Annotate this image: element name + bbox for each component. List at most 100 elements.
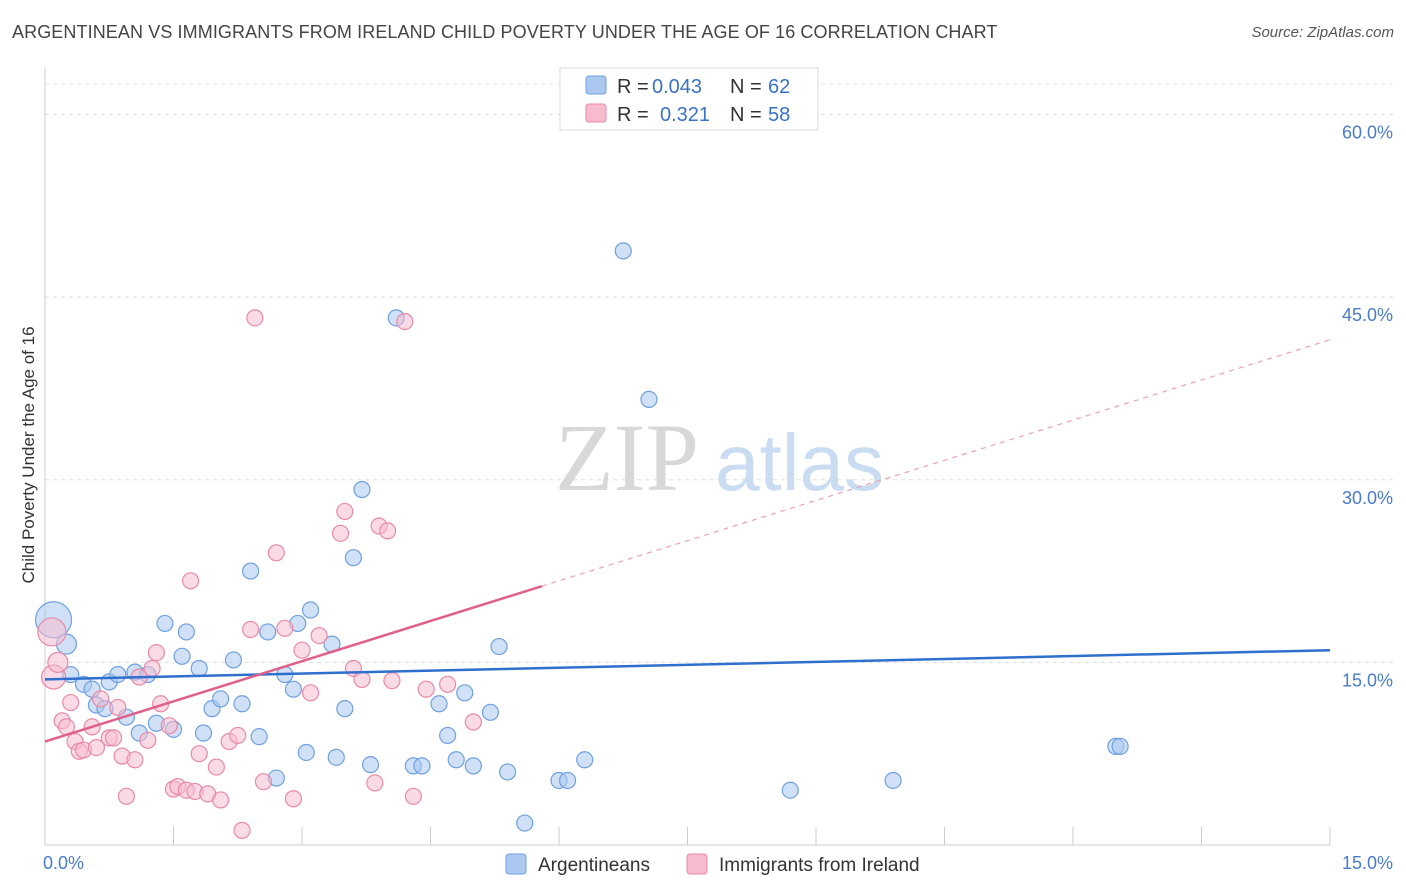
y-axis-label: Child Poverty Under the Age of 16 <box>19 326 38 583</box>
legend-n-value-2: 58 <box>768 104 790 126</box>
argentineans-point <box>490 637 508 656</box>
legend-n-label-1: N = <box>730 76 762 98</box>
ireland-point <box>331 524 350 542</box>
ireland-point <box>62 693 80 712</box>
ireland-point <box>439 675 457 693</box>
argentineans-point <box>194 724 213 742</box>
argentineans-point <box>576 751 594 769</box>
series-legend-label-argentineans: Argentineans <box>538 855 650 876</box>
ireland-point <box>92 690 110 708</box>
ireland-point <box>267 544 285 562</box>
legend-n-label-2: N = <box>730 104 762 126</box>
ireland-point <box>212 791 230 809</box>
ireland-point <box>254 773 273 791</box>
series-legend-swatch-argentineans <box>505 853 527 875</box>
argentineans-point <box>439 726 457 745</box>
ireland-trend-extension <box>541 339 1331 587</box>
ireland-point <box>366 774 384 792</box>
y-tick-label: 30.0% <box>1342 488 1393 508</box>
argentineans-point <box>456 684 474 702</box>
ireland-point <box>242 620 260 639</box>
ireland-point <box>104 729 123 747</box>
argentineans-point <box>1111 737 1129 755</box>
argentineans-point <box>233 695 251 713</box>
argentineans-point <box>353 480 371 499</box>
series-legend: Argentineans Immigrants from Ireland <box>505 853 920 876</box>
ireland-point <box>464 713 482 731</box>
y-tick-label: 45.0% <box>1342 305 1393 325</box>
argentineans-point <box>190 659 208 678</box>
argentineans-point <box>464 757 482 775</box>
ireland-point <box>353 670 371 689</box>
argentineans-point <box>447 751 465 769</box>
ireland-point <box>233 821 251 839</box>
argentineans-point <box>284 680 303 698</box>
y-tick-label: 60.0% <box>1342 123 1393 143</box>
ireland-point <box>143 659 161 678</box>
ireland-point <box>229 726 247 745</box>
argentineans-point <box>336 700 354 718</box>
legend-n-value-1: 62 <box>768 76 790 98</box>
argentineans-point <box>344 549 362 567</box>
argentineans-point <box>781 781 799 799</box>
x-tick-label: 0.0% <box>43 853 84 873</box>
ireland-point <box>301 684 320 702</box>
argentineans-point <box>327 748 345 766</box>
ireland-point <box>190 745 208 763</box>
ireland-point <box>379 522 397 540</box>
ireland-point <box>207 758 225 776</box>
axes <box>44 68 1331 846</box>
ireland-point <box>383 672 401 690</box>
ireland-point <box>310 626 328 645</box>
ireland-point <box>87 739 106 757</box>
series-legend-swatch-ireland <box>686 853 708 875</box>
ireland-point <box>284 790 303 808</box>
ireland-point <box>117 787 135 805</box>
ireland-point <box>126 751 144 769</box>
legend-r-label-1: R = <box>617 76 649 98</box>
ireland-point <box>37 617 67 647</box>
watermark-atlas: atlas <box>715 418 884 507</box>
argentineans-point <box>361 756 380 774</box>
ireland-point <box>47 651 69 673</box>
chart-title: ARGENTINEAN VS IMMIGRANTS FROM IRELAND C… <box>12 22 998 42</box>
argentineans-point <box>250 728 268 746</box>
argentineans-point <box>242 562 260 580</box>
ireland-point <box>147 644 165 662</box>
watermark-zip: ZIP <box>555 404 699 511</box>
ireland-point <box>246 309 264 327</box>
argentineans-point <box>212 690 230 708</box>
ireland-point <box>396 312 414 331</box>
argentineans-point <box>558 771 577 790</box>
ireland-point <box>182 572 200 590</box>
argentineans-point <box>413 757 431 775</box>
argentineans-point <box>177 623 195 641</box>
argentineans-point <box>430 695 448 713</box>
argentineans-point <box>109 665 127 684</box>
series-legend-label-ireland: Immigrants from Ireland <box>719 855 920 876</box>
source-credit: Source: ZipAtlas.com <box>1251 24 1394 41</box>
argentineans-point <box>499 763 517 781</box>
data-points <box>34 242 1129 839</box>
legend-r-value-1: 0.043 <box>652 76 702 98</box>
ireland-point <box>417 680 435 698</box>
argentineans-point <box>297 743 315 762</box>
legend-swatch-argentineans <box>585 75 607 95</box>
argentineans-point <box>640 390 658 409</box>
y-tick-label: 15.0% <box>1342 670 1393 690</box>
legend-r-value-2: 0.321 <box>660 104 710 126</box>
argentineans-point <box>481 703 500 721</box>
legend-r-label-2: R = <box>617 104 649 126</box>
argentineans-point <box>884 771 902 790</box>
ireland-point <box>404 787 422 805</box>
argentineans-point <box>259 623 277 641</box>
argentineans-point <box>156 614 174 633</box>
argentineans-point <box>173 647 191 665</box>
ireland-point <box>276 619 294 637</box>
legend-swatch-ireland <box>585 103 607 123</box>
ireland-trend-line <box>44 584 543 743</box>
argentineans-point <box>301 601 320 619</box>
trend-lines <box>44 339 1331 743</box>
stats-legend: R = 0.043 N = 62 R = 0.321 N = 58 <box>559 67 819 131</box>
ireland-point <box>293 641 311 659</box>
